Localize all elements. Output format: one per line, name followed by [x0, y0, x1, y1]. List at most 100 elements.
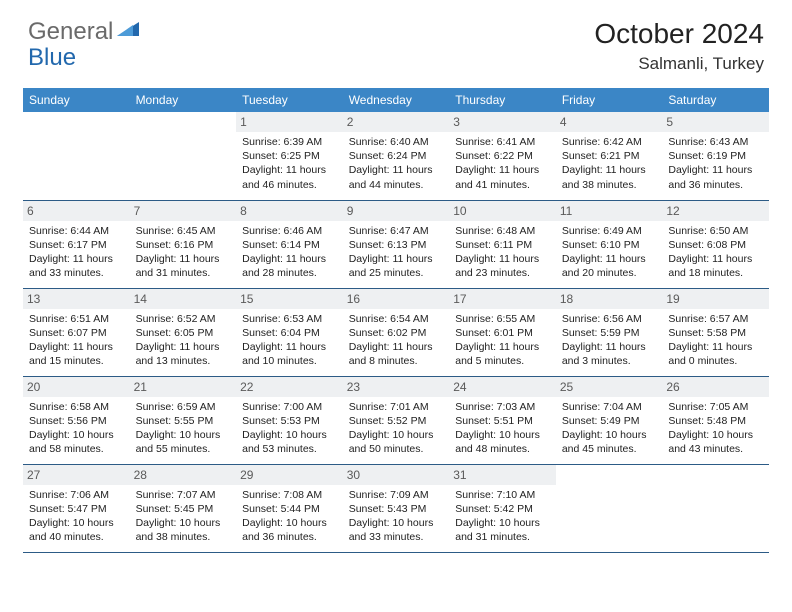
weekday-header: Saturday: [662, 88, 769, 112]
day-number: 8: [236, 201, 343, 221]
sunset-line: Sunset: 5:55 PM: [136, 414, 231, 428]
day-cell: 20Sunrise: 6:58 AMSunset: 5:56 PMDayligh…: [23, 376, 130, 464]
day-cell: 21 Sunrise: 6:59 AMSunset: 5:55 PMDayligh…: [130, 376, 237, 464]
empty-cell: [556, 464, 663, 552]
day-cell: 5Sunrise: 6:43 AMSunset: 6:19 PMDaylight…: [662, 112, 769, 200]
day-cell: 23 Sunrise: 7:01 AMSunset: 5:52 PMDayligh…: [343, 376, 450, 464]
daylight-line: Daylight: 11 hours and 33 minutes.: [29, 252, 124, 280]
day-number: 25: [556, 377, 663, 397]
daylight-line: Daylight: 11 hours and 18 minutes.: [668, 252, 763, 280]
daylight-line: Daylight: 11 hours and 20 minutes.: [562, 252, 657, 280]
day-cell: 31Sunrise: 7:10 AMSunset: 5:42 PMDayligh…: [449, 464, 556, 552]
day-info: Sunrise: 6:50 AMSunset: 6:08 PMDaylight:…: [668, 224, 763, 281]
day-number: 23: [343, 377, 450, 397]
day-info: Sunrise: 6:57 AMSunset: 5:58 PMDaylight:…: [668, 312, 763, 369]
sunset-line: Sunset: 5:52 PM: [349, 414, 444, 428]
day-info: Sunrise: 7:09 AMSunset: 5:43 PMDaylight:…: [349, 488, 444, 545]
sunrise-line: Sunrise: 6:44 AM: [29, 224, 124, 238]
day-cell: 24 Sunrise: 7:03 AMSunset: 5:51 PMDayligh…: [449, 376, 556, 464]
daylight-line: Daylight: 11 hours and 5 minutes.: [455, 340, 550, 368]
day-number: 13: [23, 289, 130, 309]
daylight-line: Daylight: 11 hours and 13 minutes.: [136, 340, 231, 368]
month-title: October 2024: [594, 18, 764, 50]
day-cell: 27Sunrise: 7:06 AMSunset: 5:47 PMDayligh…: [23, 464, 130, 552]
sunset-line: Sunset: 6:10 PM: [562, 238, 657, 252]
day-cell: 11Sunrise: 6:49 AMSunset: 6:10 PMDayligh…: [556, 200, 663, 288]
weekday-header: Tuesday: [236, 88, 343, 112]
day-info: Sunrise: 6:56 AMSunset: 5:59 PMDaylight:…: [562, 312, 657, 369]
sunrise-line: Sunrise: 6:52 AM: [136, 312, 231, 326]
daylight-line: Daylight: 11 hours and 0 minutes.: [668, 340, 763, 368]
sunrise-line: Sunrise: 7:04 AM: [562, 400, 657, 414]
day-cell: 7Sunrise: 6:45 AMSunset: 6:16 PMDaylight…: [130, 200, 237, 288]
sunset-line: Sunset: 5:53 PM: [242, 414, 337, 428]
day-info: Sunrise: 6:59 AMSunset: 5:55 PMDaylight:…: [136, 400, 231, 457]
day-info: Sunrise: 6:39 AMSunset: 6:25 PMDaylight:…: [242, 135, 337, 192]
day-cell: 19Sunrise: 6:57 AMSunset: 5:58 PMDayligh…: [662, 288, 769, 376]
day-info: Sunrise: 7:03 AMSunset: 5:51 PMDaylight:…: [455, 400, 550, 457]
sunrise-line: Sunrise: 7:03 AM: [455, 400, 550, 414]
day-cell: 14Sunrise: 6:52 AMSunset: 6:05 PMDayligh…: [130, 288, 237, 376]
daylight-line: Daylight: 10 hours and 45 minutes.: [562, 428, 657, 456]
day-info: Sunrise: 6:51 AMSunset: 6:07 PMDaylight:…: [29, 312, 124, 369]
sunset-line: Sunset: 5:56 PM: [29, 414, 124, 428]
day-number: 11: [556, 201, 663, 221]
daylight-line: Daylight: 10 hours and 33 minutes.: [349, 516, 444, 544]
sunrise-line: Sunrise: 6:42 AM: [562, 135, 657, 149]
day-cell: 2Sunrise: 6:40 AMSunset: 6:24 PMDaylight…: [343, 112, 450, 200]
day-number: 18: [556, 289, 663, 309]
day-info: Sunrise: 7:04 AMSunset: 5:49 PMDaylight:…: [562, 400, 657, 457]
day-info: Sunrise: 6:55 AMSunset: 6:01 PMDaylight:…: [455, 312, 550, 369]
title-block: October 2024 Salmanli, Turkey: [594, 18, 764, 74]
sunset-line: Sunset: 6:04 PM: [242, 326, 337, 340]
sunrise-line: Sunrise: 7:08 AM: [242, 488, 337, 502]
daylight-line: Daylight: 10 hours and 48 minutes.: [455, 428, 550, 456]
day-info: Sunrise: 6:47 AMSunset: 6:13 PMDaylight:…: [349, 224, 444, 281]
empty-cell: [23, 112, 130, 200]
sunrise-line: Sunrise: 7:09 AM: [349, 488, 444, 502]
sunrise-line: Sunrise: 6:47 AM: [349, 224, 444, 238]
day-number: 17: [449, 289, 556, 309]
sunset-line: Sunset: 5:44 PM: [242, 502, 337, 516]
day-info: Sunrise: 7:01 AMSunset: 5:52 PMDaylight:…: [349, 400, 444, 457]
day-cell: 15Sunrise: 6:53 AMSunset: 6:04 PMDayligh…: [236, 288, 343, 376]
day-number: 6: [23, 201, 130, 221]
daylight-line: Daylight: 11 hours and 38 minutes.: [562, 163, 657, 191]
sunrise-line: Sunrise: 6:48 AM: [455, 224, 550, 238]
day-number: 20: [23, 377, 130, 397]
sunset-line: Sunset: 6:14 PM: [242, 238, 337, 252]
daylight-line: Daylight: 10 hours and 43 minutes.: [668, 428, 763, 456]
day-cell: 16Sunrise: 6:54 AMSunset: 6:02 PMDayligh…: [343, 288, 450, 376]
sunset-line: Sunset: 6:21 PM: [562, 149, 657, 163]
weekday-header: Sunday: [23, 88, 130, 112]
day-number: 9: [343, 201, 450, 221]
sunrise-line: Sunrise: 6:55 AM: [455, 312, 550, 326]
day-number: 2: [343, 112, 450, 132]
sunset-line: Sunset: 5:45 PM: [136, 502, 231, 516]
day-info: Sunrise: 6:44 AMSunset: 6:17 PMDaylight:…: [29, 224, 124, 281]
day-info: Sunrise: 7:05 AMSunset: 5:48 PMDaylight:…: [668, 400, 763, 457]
weekday-header: Monday: [130, 88, 237, 112]
day-info: Sunrise: 6:42 AMSunset: 6:21 PMDaylight:…: [562, 135, 657, 192]
day-info: Sunrise: 6:54 AMSunset: 6:02 PMDaylight:…: [349, 312, 444, 369]
empty-cell: [662, 464, 769, 552]
logo-text-blue-wrap: Blue: [28, 44, 76, 72]
day-info: Sunrise: 7:06 AMSunset: 5:47 PMDaylight:…: [29, 488, 124, 545]
sunset-line: Sunset: 6:11 PM: [455, 238, 550, 252]
sunset-line: Sunset: 6:05 PM: [136, 326, 231, 340]
sunrise-line: Sunrise: 7:00 AM: [242, 400, 337, 414]
sunset-line: Sunset: 6:17 PM: [29, 238, 124, 252]
day-number: 30: [343, 465, 450, 485]
logo-triangle-icon: [117, 18, 139, 36]
sunrise-line: Sunrise: 6:54 AM: [349, 312, 444, 326]
sunrise-line: Sunrise: 7:07 AM: [136, 488, 231, 502]
calendar-row: 20Sunrise: 6:58 AMSunset: 5:56 PMDayligh…: [23, 376, 769, 464]
daylight-line: Daylight: 11 hours and 10 minutes.: [242, 340, 337, 368]
day-info: Sunrise: 7:07 AMSunset: 5:45 PMDaylight:…: [136, 488, 231, 545]
day-number: 21: [130, 377, 237, 397]
sunrise-line: Sunrise: 6:57 AM: [668, 312, 763, 326]
day-number: 5: [662, 112, 769, 132]
sunrise-line: Sunrise: 6:40 AM: [349, 135, 444, 149]
day-number: 24: [449, 377, 556, 397]
location-label: Salmanli, Turkey: [594, 54, 764, 74]
